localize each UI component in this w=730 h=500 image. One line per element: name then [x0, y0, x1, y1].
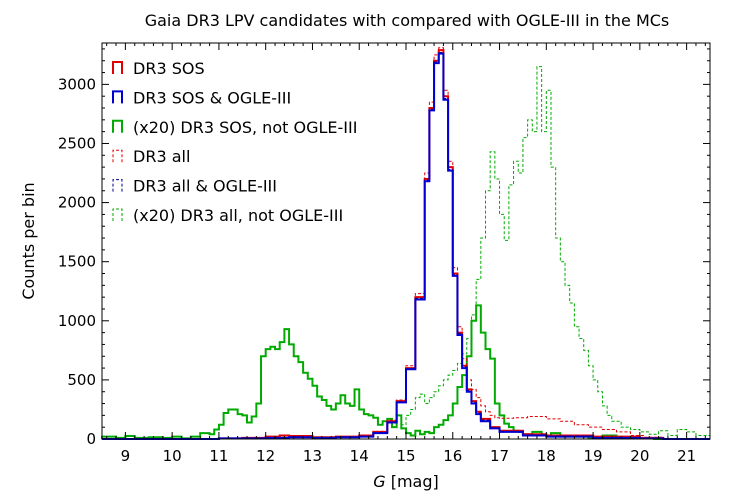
axis-ticks: 9 10 11 12 13 14 15 16 17 18 19 20 21 0 500 1000 1500 200…	[58, 43, 710, 465]
y-tick-label: 1000	[58, 312, 96, 330]
x-tick-label: 20	[630, 447, 649, 465]
x-axis-label-unit: [mag]	[386, 472, 439, 491]
legend-symbol	[112, 208, 123, 221]
x-tick-label: 17	[490, 447, 509, 465]
legend-entry-4: DR3 all	[112, 147, 190, 166]
legend: DR3 SOS DR3 SOS & OGLE-III (x20) DR3 SOS, …	[112, 59, 357, 225]
series-line-4	[102, 47, 710, 440]
y-tick-label: 2000	[58, 194, 96, 212]
x-tick-label: 15	[396, 447, 415, 465]
x-tick-label: 19	[584, 447, 603, 465]
legend-label: DR3 all	[133, 147, 190, 166]
x-tick-label: 11	[209, 447, 228, 465]
y-tick-label: 2500	[58, 134, 96, 152]
x-axis-label-symbol: G	[373, 472, 385, 491]
legend-symbol	[112, 179, 123, 192]
x-tick-label: 10	[163, 447, 182, 465]
x-tick-label: 16	[443, 447, 462, 465]
x-tick-label: 13	[303, 447, 322, 465]
legend-symbol	[112, 90, 123, 104]
x-tick-label: 14	[350, 447, 369, 465]
legend-entry-5: DR3 all & OGLE-III	[112, 177, 277, 196]
legend-symbol	[112, 149, 123, 163]
chart-title: Gaia DR3 LPV candidates with compared wi…	[145, 11, 670, 30]
legend-label: DR3 SOS & OGLE-III	[133, 88, 291, 107]
y-tick-label: 1500	[58, 253, 96, 271]
x-tick-label: 18	[537, 447, 556, 465]
y-tick-label: 500	[67, 371, 96, 389]
x-tick-label: 9	[121, 447, 131, 465]
x-axis-label: G [mag]	[373, 472, 439, 491]
x-tick-label: 12	[256, 447, 275, 465]
legend-entry-1: DR3 SOS	[112, 59, 205, 78]
legend-symbol	[112, 61, 123, 74]
y-tick-label: 0	[86, 430, 96, 448]
legend-entry-6: (x20) DR3 all, not OGLE-III	[112, 206, 343, 225]
series-line-2	[102, 52, 710, 440]
legend-label: DR3 all & OGLE-III	[133, 177, 277, 196]
legend-symbol	[112, 119, 123, 133]
legend-label: DR3 SOS	[133, 59, 205, 78]
legend-entry-2: DR3 SOS & OGLE-III	[112, 88, 291, 107]
x-tick-label: 21	[677, 447, 696, 465]
y-axis-label: Counts per bin	[19, 182, 38, 299]
legend-label: (x20) DR3 SOS, not OGLE-III	[133, 118, 357, 137]
legend-entry-3: (x20) DR3 SOS, not OGLE-III	[112, 118, 357, 137]
y-tick-label: 3000	[58, 75, 96, 93]
legend-label: (x20) DR3 all, not OGLE-III	[133, 206, 343, 225]
